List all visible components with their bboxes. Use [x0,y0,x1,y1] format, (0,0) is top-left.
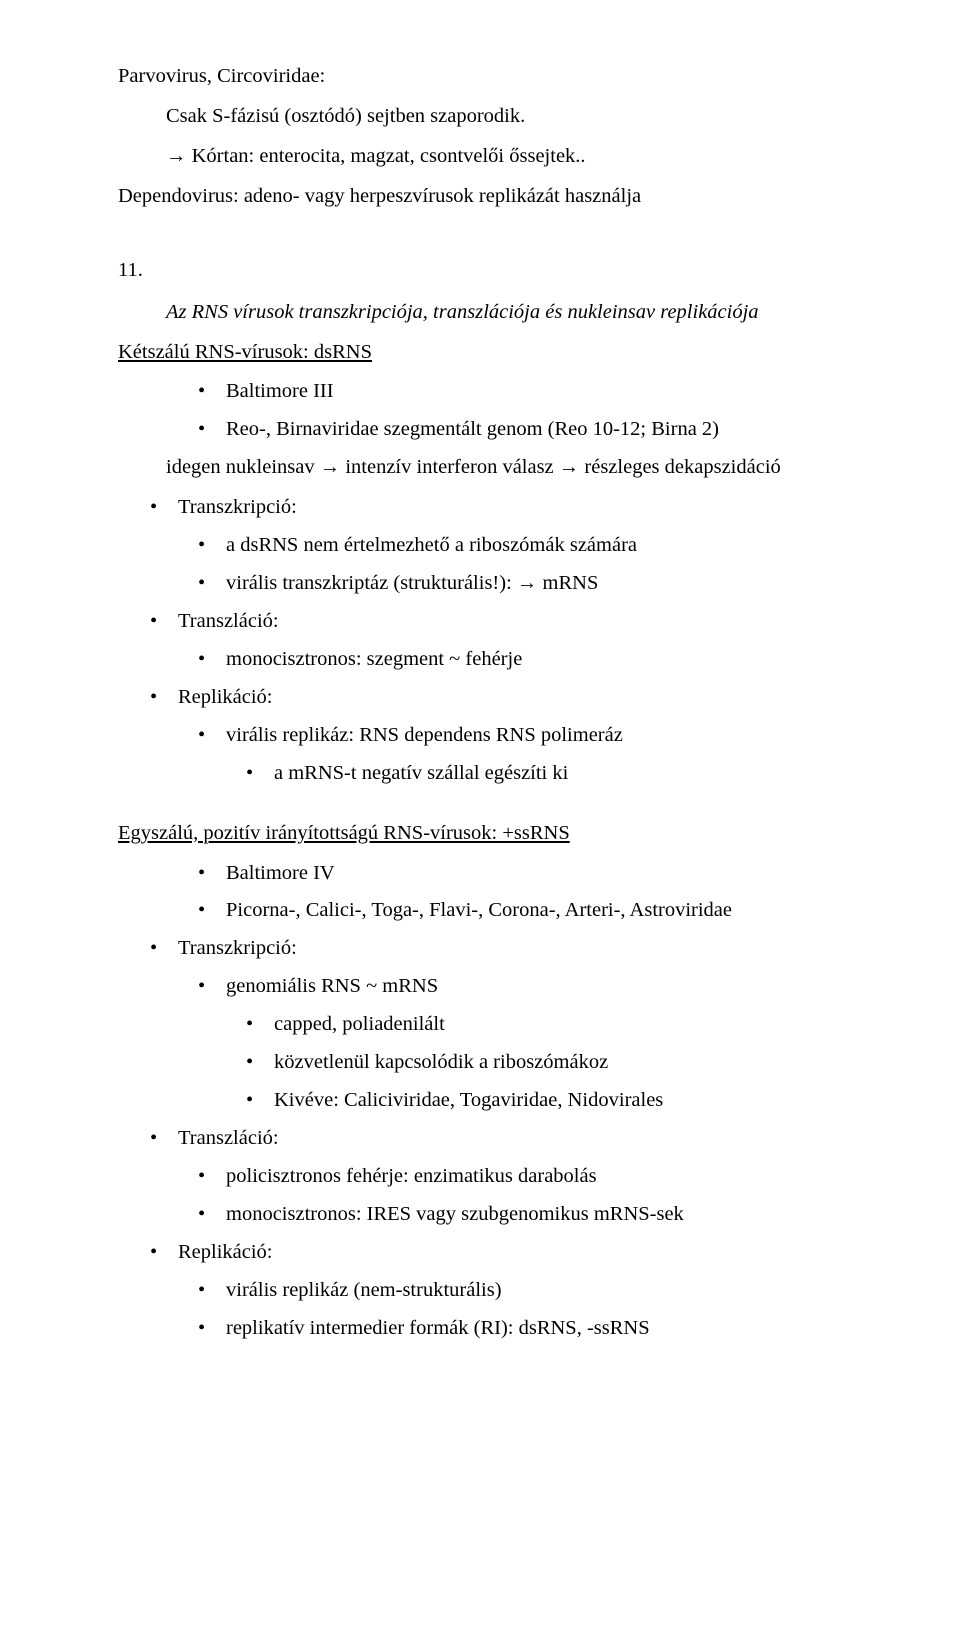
subheading-text: Kétszálú RNS-vírusok: dsRNS [118,341,372,363]
list-item: Kivéve: Caliciviridae, Togaviridae, Nido… [118,1082,848,1120]
body-text: idegen nukleinsav → intenzív interferon … [118,449,848,487]
list-item: Picorna-, Calici-, Toga-, Flavi-, Corona… [118,892,848,930]
subheading-dsrns: Kétszálú RNS-vírusok: dsRNS [118,334,848,372]
section-title: Az RNS vírusok transzkripciója, transzlá… [118,294,848,332]
list-item: Transzkripció: [118,489,848,527]
list-item: genomiális RNS ~ mRNS [118,968,848,1006]
list-item: policisztronos fehérje: enzimatikus dara… [118,1158,848,1196]
list-item: virális transzkriptáz (strukturális!): →… [118,565,848,603]
list-item: Reo-, Birnaviridae szegmentált genom (Re… [118,411,848,449]
body-text: Parvovirus, Circoviridae: [118,58,848,96]
list-item: a mRNS-t negatív szállal egészíti ki [118,755,848,793]
body-text: → Kórtan: enterocita, magzat, csontvelői… [118,138,848,176]
list-item: monocisztronos: szegment ~ fehérje [118,641,848,679]
list-item: virális replikáz (nem-strukturális) [118,1272,848,1310]
list-item: a dsRNS nem értelmezhető a riboszómák sz… [118,527,848,565]
subheading-ssrns: Egyszálú, pozitív irányítottságú RNS-vír… [118,815,848,853]
list-item: Transzkripció: [118,930,848,968]
section-number: 11. [118,252,848,290]
list-item: replikatív intermedier formák (RI): dsRN… [118,1310,848,1348]
subheading-text: Egyszálú, pozitív irányítottságú RNS-vír… [118,822,570,844]
body-text: Dependovirus: adeno- vagy herpeszvírusok… [118,178,848,216]
list-item: Transzláció: [118,603,848,641]
list-item: Baltimore III [118,373,848,411]
list-item: Transzláció: [118,1120,848,1158]
list-item: Replikáció: [118,679,848,717]
list-item: virális replikáz: RNS dependens RNS poli… [118,717,848,755]
list-item: monocisztronos: IRES vagy szubgenomikus … [118,1196,848,1234]
list-item: közvetlenül kapcsolódik a riboszómákoz [118,1044,848,1082]
list-item: Baltimore IV [118,855,848,893]
list-item: capped, poliadenilált [118,1006,848,1044]
list-item: Replikáció: [118,1234,848,1272]
body-text: Csak S-fázisú (osztódó) sejtben szaporod… [118,98,848,136]
